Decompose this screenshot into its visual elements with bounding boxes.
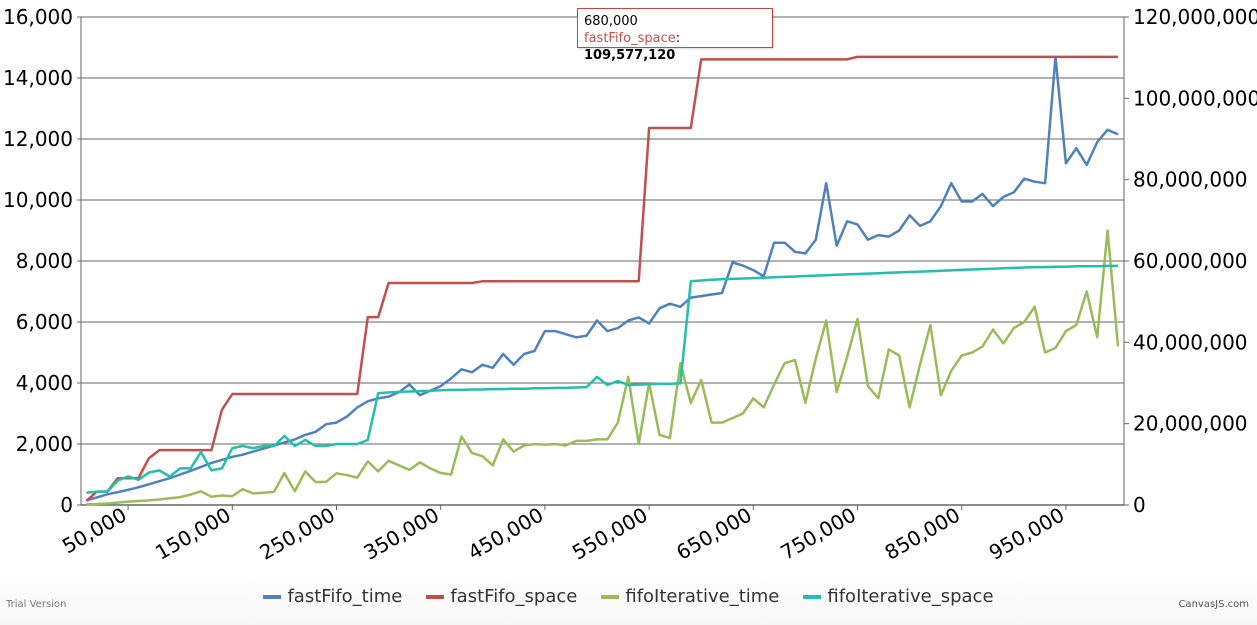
tooltip-value: 109,577,120 xyxy=(584,48,676,63)
series-line-fastfifo-space[interactable] xyxy=(85,55,1118,502)
legend-item-fastfifo-time[interactable]: fastFifo_time xyxy=(263,586,402,607)
tooltip-x-label: 680,000 xyxy=(584,14,638,29)
x-axis-tick-label: 550,000 xyxy=(568,503,652,565)
x-axis-tick-label: 350,000 xyxy=(360,503,444,565)
legend-swatch-icon xyxy=(803,594,822,599)
tooltip-series-name: fastFifo_space xyxy=(584,31,676,46)
canvasjs-credit-link[interactable]: CanvasJS.com xyxy=(1178,599,1249,610)
x-axis-tick-label: 750,000 xyxy=(776,503,860,565)
legend-item-fifoiterative-time[interactable]: fifoIterative_time xyxy=(601,586,779,607)
y-axis-tick-label: 0 xyxy=(60,493,73,517)
x-axis-tick-label: 450,000 xyxy=(464,503,548,565)
legend-label: fifoIterative_space xyxy=(827,586,994,607)
series-line-fastfifo-time[interactable] xyxy=(86,55,1119,502)
y2-axis-tick-label: 40,000,000 xyxy=(1133,330,1248,354)
y-axis-tick-label: 4,000 xyxy=(16,371,73,395)
tooltip-entry: fastFifo_space: 109,577,120 xyxy=(584,30,766,64)
y2-axis-tick-label: 80,000,000 xyxy=(1133,168,1248,192)
y2-axis-tick-label: 60,000,000 xyxy=(1133,249,1248,273)
legend-label: fastFifo_time xyxy=(287,586,403,607)
y2-axis-tick-label: 100,000,000 xyxy=(1133,86,1257,110)
y-axis-tick-label: 8,000 xyxy=(16,249,73,273)
legend-item-fifoiterative-space[interactable]: fifoIterative_space xyxy=(803,586,994,607)
tooltip: 680,000 fastFifo_space: 109,577,120 xyxy=(577,8,773,63)
x-axis-tick-label: 850,000 xyxy=(881,503,965,565)
trial-version-label: Trial Version xyxy=(6,599,67,610)
y2-axis-tick-label: 0 xyxy=(1133,493,1146,517)
gridlines xyxy=(77,16,1124,506)
tooltip-separator: : xyxy=(675,31,681,46)
y-axis-tick-label: 14,000 xyxy=(3,66,73,90)
x-axis-tick-label: 150,000 xyxy=(151,503,235,565)
legend-swatch-icon xyxy=(263,594,282,599)
x-axis-tick-label: 250,000 xyxy=(255,503,339,565)
y-axis-tick-label: 12,000 xyxy=(3,127,73,151)
series-line-fifoiterative-space[interactable] xyxy=(86,264,1118,495)
y-axis-tick-label: 2,000 xyxy=(16,432,73,456)
axes: 0 2,000 4,000 6,000 8,000 10,000 12,000 14,000 1… xyxy=(3,5,1257,565)
footer-background xyxy=(0,570,1257,625)
legend-swatch-icon xyxy=(601,594,620,599)
y-axis-tick-label: 10,000 xyxy=(3,188,73,212)
series-lines xyxy=(85,55,1120,506)
legend-item-fastfifo-space[interactable]: fastFifo_space xyxy=(426,586,577,607)
x-axis-tick-label: 650,000 xyxy=(672,503,756,565)
legend-swatch-icon xyxy=(426,594,445,599)
line-chart: 0 2,000 4,000 6,000 8,000 10,000 12,000 14,000 1… xyxy=(3,5,1257,565)
y2-axis-tick-label: 20,000,000 xyxy=(1133,412,1248,436)
legend-label: fastFifo_space xyxy=(450,586,578,607)
legend-label: fifoIterative_time xyxy=(625,586,780,607)
legend: fastFifo_time fastFifo_space fifoIterati… xyxy=(0,586,1257,607)
x-axis-tick-label: 950,000 xyxy=(985,503,1069,565)
series-line-fifoiterative-time[interactable] xyxy=(86,229,1120,506)
y-axis-tick-label: 6,000 xyxy=(16,310,73,334)
y2-axis-tick-label: 120,000,000 xyxy=(1133,5,1257,29)
y-axis-tick-label: 16,000 xyxy=(3,5,73,29)
